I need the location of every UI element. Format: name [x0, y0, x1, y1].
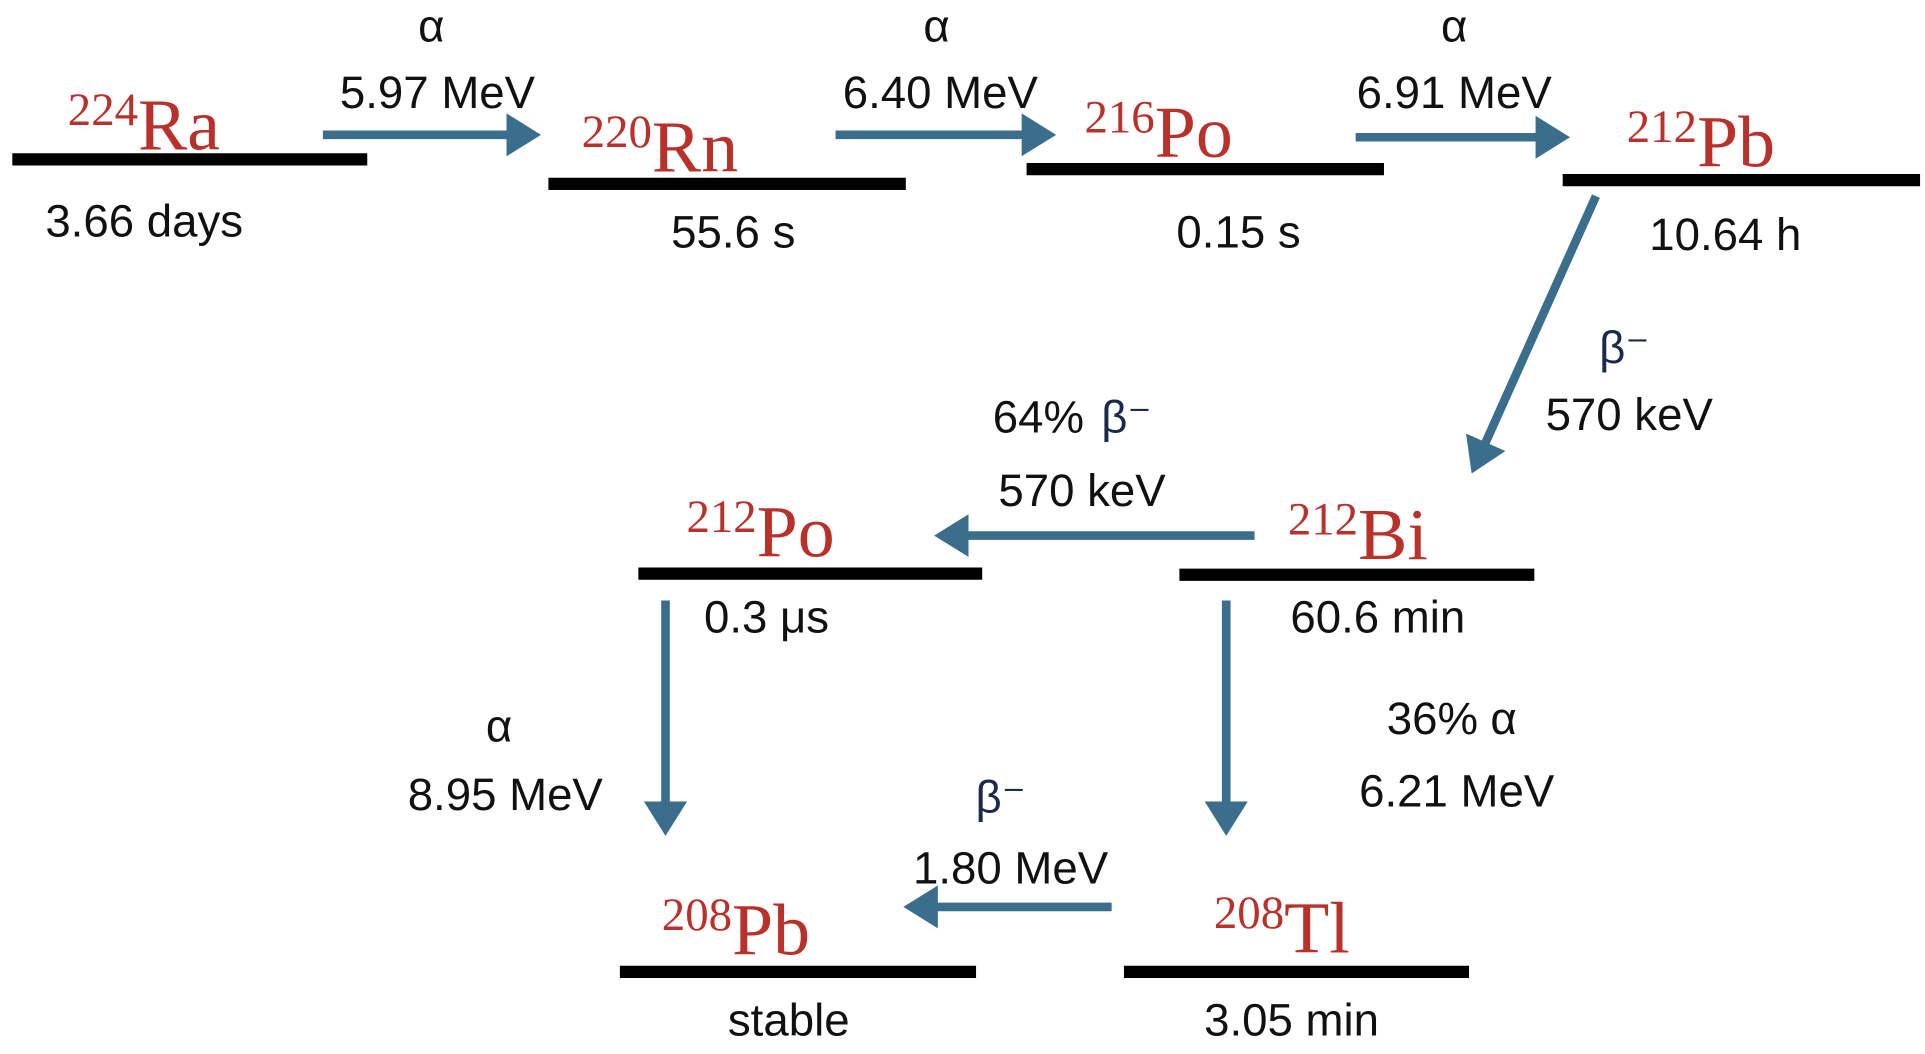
nuclide: 212Po	[686, 491, 834, 573]
branch: 64%	[993, 392, 1084, 443]
symbol: Po	[1155, 91, 1233, 173]
symbol: Pb	[732, 889, 810, 971]
decay-mode: β⁻	[976, 772, 1026, 823]
decay-mode: α	[1441, 1, 1467, 52]
symbol: Rn	[652, 106, 738, 188]
decay-mode: α	[1490, 693, 1516, 744]
decay-branch-line: 36% α	[1387, 693, 1517, 744]
half-life: 3.66 days	[45, 196, 243, 247]
decay-mode: α	[486, 701, 512, 752]
decay-energy: 8.95 MeV	[408, 769, 604, 820]
nuclide: 212Bi	[1288, 493, 1428, 575]
mass-number: 208	[1214, 887, 1284, 939]
decay-energy: 570 keV	[998, 465, 1166, 516]
mass-number: 212	[1288, 493, 1358, 545]
decay-mode: α	[923, 1, 949, 52]
mass-number: 220	[582, 106, 652, 158]
mass-number: 208	[662, 889, 732, 941]
decay-mode: β⁻	[1101, 392, 1151, 443]
symbol: Pb	[1697, 101, 1775, 183]
half-life: 55.6 s	[671, 207, 795, 258]
half-life: 10.64 h	[1649, 209, 1801, 260]
mass-number: 224	[68, 84, 138, 136]
decay-mode: β⁻	[1599, 322, 1649, 373]
nuclide: 224Ra	[68, 84, 220, 166]
half-life: 0.15 s	[1176, 207, 1300, 258]
nuclide: 212Pb	[1627, 101, 1775, 183]
mass-number: 216	[1085, 91, 1155, 143]
decay-energy: 570 keV	[1546, 389, 1714, 440]
nuclide: 216Po	[1085, 91, 1233, 173]
nuclide: 220Rn	[582, 106, 738, 188]
symbol: Po	[757, 491, 835, 573]
symbol: Tl	[1284, 886, 1350, 968]
symbol: Bi	[1358, 493, 1428, 575]
decay-branch-line: 64% β⁻	[993, 392, 1152, 443]
half-life: stable	[728, 995, 850, 1046]
mass-number: 212	[1627, 101, 1697, 153]
decay-energy: 6.21 MeV	[1359, 766, 1555, 817]
half-life: 60.6 min	[1290, 592, 1465, 643]
decay-energy: 6.91 MeV	[1357, 67, 1553, 118]
nuclide: 208Pb	[662, 889, 810, 971]
decay-energy: 6.40 MeV	[843, 67, 1039, 118]
symbol: Ra	[138, 84, 220, 166]
arrow	[1466, 194, 1600, 474]
decay-energy: 5.97 MeV	[340, 67, 536, 118]
mass-number: 212	[686, 491, 756, 543]
half-life: 3.05 min	[1204, 995, 1379, 1046]
branch: 36%	[1387, 693, 1478, 744]
decay-energy: 1.80 MeV	[913, 843, 1109, 894]
nuclide: 208Tl	[1214, 886, 1350, 968]
decay-mode: α	[418, 1, 444, 52]
half-life: 0.3 μs	[704, 592, 829, 643]
